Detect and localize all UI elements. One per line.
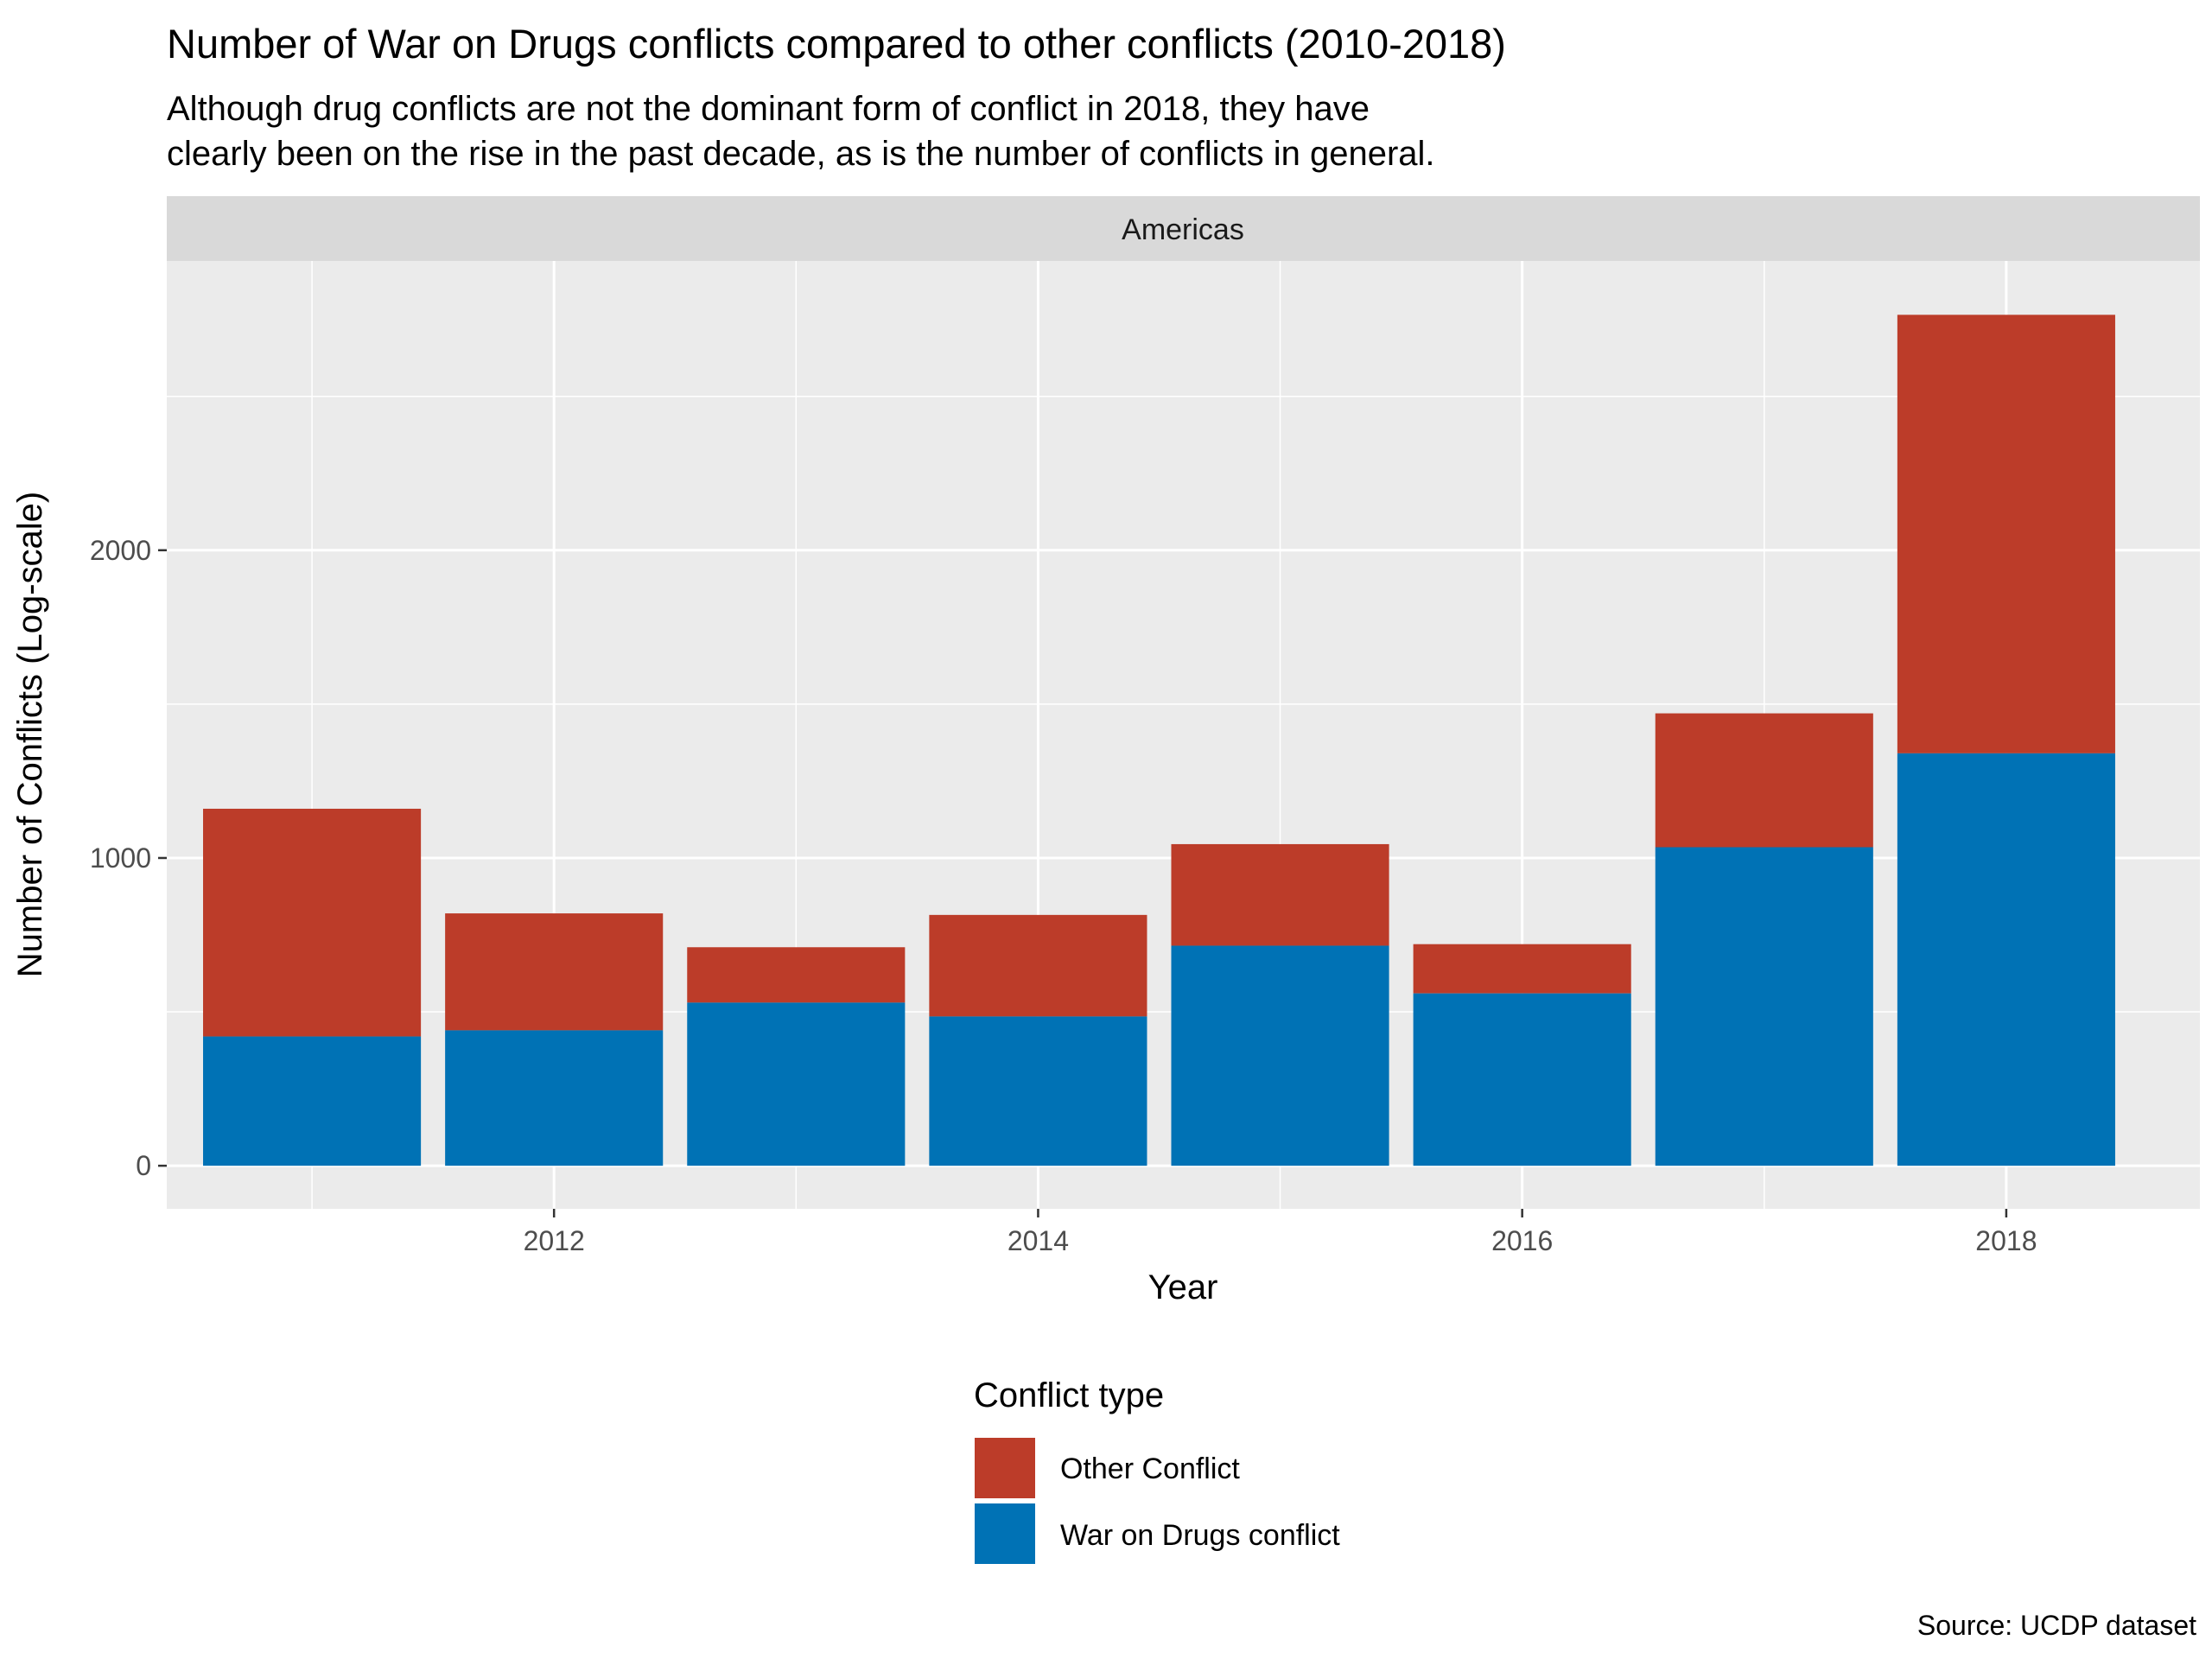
bar-other-conflict-2014 [929, 914, 1147, 1017]
x-tick-label: 2018 [1975, 1225, 2037, 1256]
x-axis-title: Year [1148, 1268, 1218, 1306]
bar-other-conflict-2012 [445, 913, 664, 1031]
chart-caption: Source: UCDP dataset [1917, 1610, 2196, 1641]
legend-title: Conflict type [974, 1376, 1164, 1414]
bar-other-conflict-2017 [1655, 713, 1873, 848]
bar-other-conflict-2011 [203, 808, 422, 1037]
legend: Conflict type Other Conflict War on Drug… [974, 1376, 1340, 1564]
legend-key-other-conflict [975, 1438, 1035, 1498]
x-tick-label: 2014 [1007, 1225, 1069, 1256]
bar-war-on-drugs-conflict-2018 [1897, 753, 2115, 1166]
bar-war-on-drugs-conflict-2012 [445, 1030, 664, 1166]
bar-war-on-drugs-conflict-2015 [1171, 945, 1389, 1166]
bar-war-on-drugs-conflict-2011 [203, 1036, 422, 1166]
bar-other-conflict-2015 [1171, 843, 1389, 946]
bar-war-on-drugs-conflict-2014 [929, 1016, 1147, 1166]
y-axis-title: Number of Conflicts (Log-scale) [11, 492, 49, 977]
legend-key-war-on-drugs-conflict [975, 1503, 1035, 1564]
facet-strip-label: Americas [1122, 213, 1244, 246]
chart-subtitle-line-1: Although drug conflicts are not the domi… [167, 90, 1370, 128]
bars [203, 315, 2115, 1166]
legend-label-other-conflict: Other Conflict [1060, 1452, 1240, 1485]
legend-label-war-on-drugs-conflict: War on Drugs conflict [1060, 1519, 1340, 1552]
facet-strip [167, 196, 2200, 261]
y-axis: 0 1000 2000 [90, 535, 167, 1181]
y-tick-label: 1000 [90, 842, 151, 874]
bar-war-on-drugs-conflict-2017 [1655, 847, 1873, 1166]
bar-war-on-drugs-conflict-2013 [687, 1002, 906, 1166]
chart-subtitle-line-2: clearly been on the rise in the past dec… [167, 135, 1435, 173]
x-axis: 2012 2014 2016 2018 [524, 1209, 2037, 1256]
x-tick-label: 2012 [524, 1225, 585, 1256]
bar-other-conflict-2016 [1413, 944, 1631, 994]
bar-other-conflict-2013 [687, 947, 906, 1003]
y-tick-label: 0 [136, 1150, 151, 1181]
chart-title: Number of War on Drugs conflicts compare… [167, 21, 1506, 67]
bar-other-conflict-2018 [1897, 315, 2115, 753]
y-tick-label: 2000 [90, 535, 151, 566]
x-tick-label: 2016 [1491, 1225, 1553, 1256]
bar-war-on-drugs-conflict-2016 [1413, 993, 1631, 1166]
